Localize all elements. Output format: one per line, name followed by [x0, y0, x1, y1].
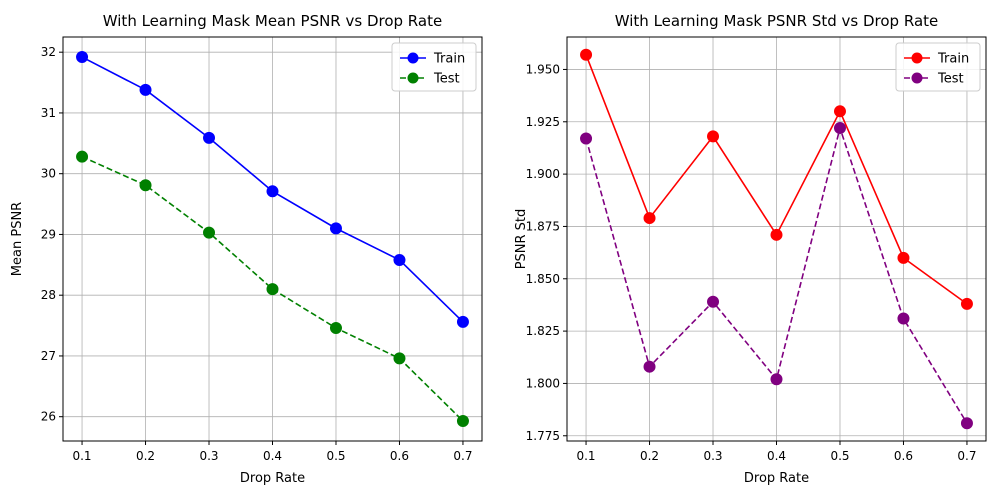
x-axis-label: Drop Rate [744, 471, 809, 486]
y-tick-label: 28 [41, 288, 56, 302]
legend-marker [407, 72, 419, 84]
data-point [203, 131, 216, 144]
data-point [707, 130, 720, 143]
data-point [960, 417, 973, 430]
data-point [897, 312, 910, 325]
legend: Train Test [391, 42, 477, 92]
x-tick-label: 0.5 [326, 449, 345, 463]
y-tick-label: 26 [41, 410, 56, 424]
data-point [707, 295, 720, 308]
data-point [770, 228, 783, 241]
y-tick-label: 32 [41, 45, 56, 59]
series-train [76, 51, 469, 328]
x-tick-label: 0.4 [263, 449, 282, 463]
y-tick-label: 1.900 [526, 167, 560, 181]
y-tick-label: 1.775 [526, 429, 560, 443]
data-point [456, 315, 469, 328]
x-tick-label: 0.5 [830, 449, 849, 463]
y-tick-label: 1.925 [526, 115, 560, 129]
legend-marker [911, 72, 923, 84]
grid [63, 37, 482, 441]
legend-label: Train [433, 52, 465, 67]
data-point [393, 253, 406, 266]
series-test [76, 150, 469, 427]
y-tick-label: 1.950 [526, 62, 560, 76]
y-tick-label: 1.875 [526, 219, 560, 233]
data-point [833, 122, 846, 135]
x-tick-label: 0.1 [72, 449, 91, 463]
data-point [76, 51, 89, 64]
y-axis-label: Mean PSNR [10, 202, 25, 276]
data-point [203, 226, 216, 239]
series-train [580, 48, 973, 310]
data-point [329, 322, 342, 335]
x-tick-label: 0.6 [390, 449, 409, 463]
legend-marker [407, 52, 419, 64]
x-tick-label: 0.2 [136, 449, 155, 463]
x-tick-label: 0.4 [767, 449, 786, 463]
data-point [580, 132, 593, 145]
legend: Train Test [895, 42, 981, 92]
y-tick-label: 31 [41, 106, 56, 120]
data-point [643, 212, 656, 225]
series-test [580, 122, 973, 430]
data-point [833, 105, 846, 118]
x-tick-label: 0.3 [703, 449, 722, 463]
grid [567, 37, 986, 441]
data-point [580, 48, 593, 61]
y-axis-label: PSNR Std [514, 209, 529, 270]
x-axis-label: Drop Rate [240, 471, 305, 486]
chart-title: With Learning Mask PSNR Std vs Drop Rate [615, 12, 939, 30]
data-point [329, 222, 342, 235]
data-point [960, 297, 973, 310]
legend-marker [911, 52, 923, 64]
data-point [139, 83, 152, 96]
y-tick-label: 1.825 [526, 324, 560, 338]
legend-label: Test [433, 72, 460, 87]
data-point [139, 179, 152, 192]
legend-label: Test [937, 72, 964, 87]
y-tick-label: 27 [41, 349, 56, 363]
x-tick-label: 0.6 [894, 449, 913, 463]
data-point [897, 251, 910, 264]
data-point [770, 373, 783, 386]
chart-panel-1: 0.1 0.2 0.3 0.4 0.5 0.6 0.7 26 27 28 29 30 31 32 With … [10, 12, 483, 486]
chart-panel-2: 0.1 0.2 0.3 0.4 0.5 0.6 0.7 1.775 1.800 1.825 1.85… [514, 12, 987, 486]
legend-label: Train [937, 52, 969, 67]
x-tick-label: 0.3 [199, 449, 218, 463]
x-tick-label: 0.2 [640, 449, 659, 463]
x-tick-label: 0.7 [957, 449, 976, 463]
data-point [393, 352, 406, 365]
y-tick-label: 30 [41, 167, 56, 181]
chart-title: With Learning Mask Mean PSNR vs Drop Rat… [103, 12, 442, 30]
y-tick-label: 29 [41, 227, 56, 241]
data-point [76, 150, 89, 163]
data-point [456, 414, 469, 427]
y-tick-label: 1.850 [526, 272, 560, 286]
data-point [643, 360, 656, 373]
x-tick-label: 0.1 [576, 449, 595, 463]
data-point [266, 185, 279, 198]
y-tick-label: 1.800 [526, 376, 560, 390]
x-tick-label: 0.7 [453, 449, 472, 463]
data-point [266, 283, 279, 296]
